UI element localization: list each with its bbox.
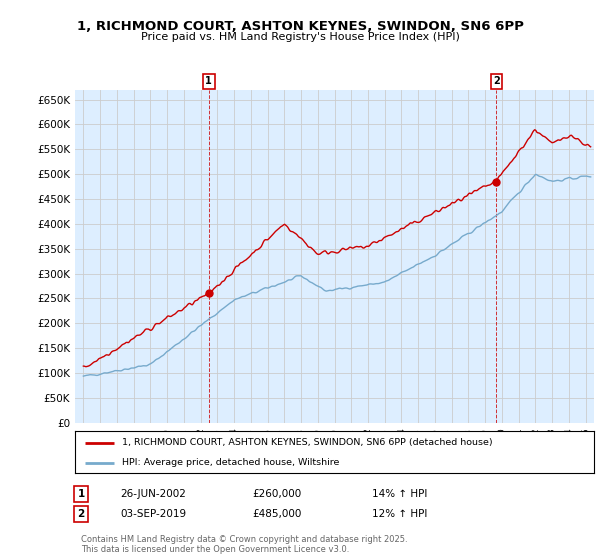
Text: 1, RICHMOND COURT, ASHTON KEYNES, SWINDON, SN6 6PP (detached house): 1, RICHMOND COURT, ASHTON KEYNES, SWINDO… xyxy=(122,438,493,447)
Text: 26-JUN-2002: 26-JUN-2002 xyxy=(120,489,186,499)
Text: 03-SEP-2019: 03-SEP-2019 xyxy=(120,509,186,519)
Text: 1: 1 xyxy=(77,489,85,499)
Text: 1: 1 xyxy=(205,76,212,86)
Text: 2: 2 xyxy=(77,509,85,519)
Text: Price paid vs. HM Land Registry's House Price Index (HPI): Price paid vs. HM Land Registry's House … xyxy=(140,32,460,43)
Text: 14% ↑ HPI: 14% ↑ HPI xyxy=(372,489,427,499)
Text: £485,000: £485,000 xyxy=(252,509,301,519)
Text: 12% ↑ HPI: 12% ↑ HPI xyxy=(372,509,427,519)
Text: 1, RICHMOND COURT, ASHTON KEYNES, SWINDON, SN6 6PP: 1, RICHMOND COURT, ASHTON KEYNES, SWINDO… xyxy=(77,20,523,32)
Text: Contains HM Land Registry data © Crown copyright and database right 2025.
This d: Contains HM Land Registry data © Crown c… xyxy=(81,535,407,554)
Text: 2: 2 xyxy=(493,76,500,86)
Text: £260,000: £260,000 xyxy=(252,489,301,499)
Text: HPI: Average price, detached house, Wiltshire: HPI: Average price, detached house, Wilt… xyxy=(122,458,339,467)
